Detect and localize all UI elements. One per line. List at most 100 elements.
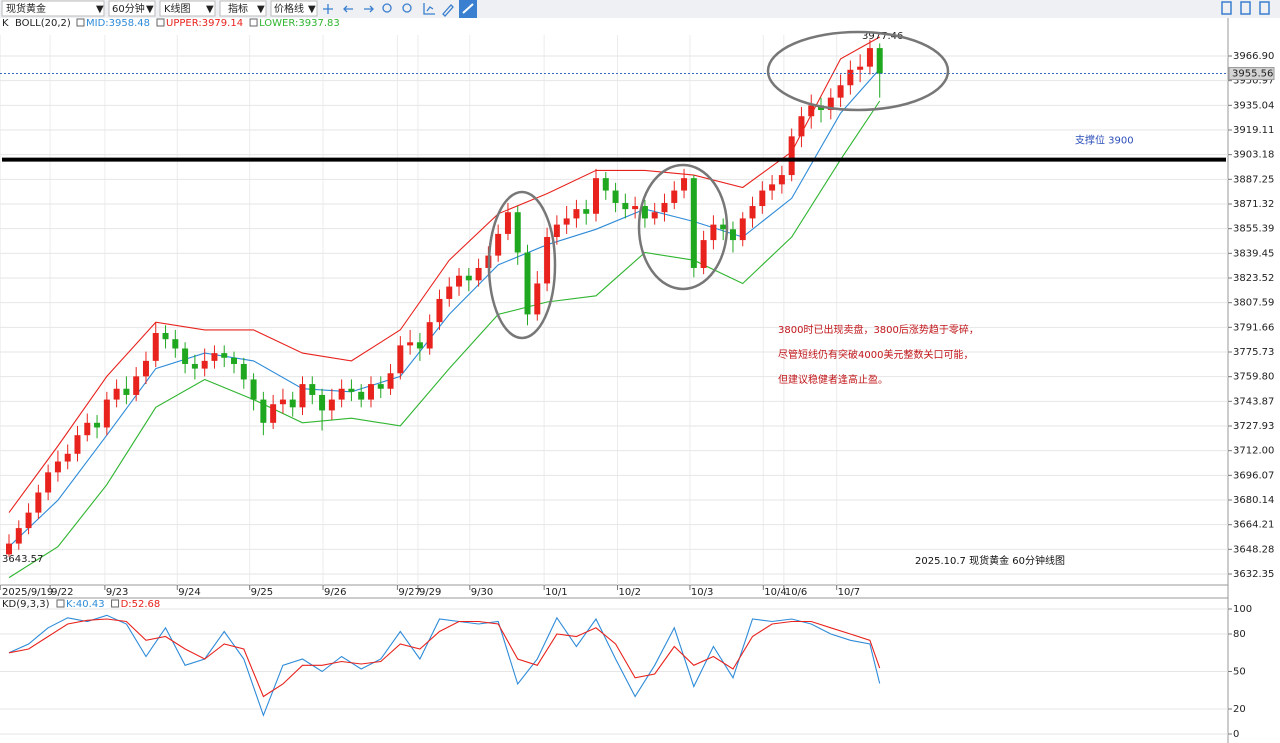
candle-body xyxy=(847,69,854,86)
chart-button[interactable] xyxy=(423,3,435,15)
candle-body xyxy=(514,212,521,253)
y-tick-label: 3712.00 xyxy=(1233,446,1274,457)
candle-body xyxy=(25,512,32,529)
y-tick-label: 3632.35 xyxy=(1233,569,1274,580)
x-tick-label: 9/29 xyxy=(419,587,441,598)
candle-body xyxy=(270,404,277,423)
candle-body xyxy=(456,275,463,287)
x-tick-label: 9/22 xyxy=(51,587,73,598)
left-button[interactable] xyxy=(343,5,353,13)
candle-body xyxy=(651,212,658,219)
candle-body xyxy=(367,384,374,400)
dropdown-arrow: ▼ xyxy=(308,4,316,15)
x-tick-label: 9/25 xyxy=(251,587,273,598)
candle-body xyxy=(436,298,443,323)
candle-body xyxy=(221,353,228,358)
candle-body xyxy=(876,48,883,74)
candle-body xyxy=(426,322,433,349)
zoom-in-button[interactable] xyxy=(382,3,392,13)
candle-body xyxy=(690,178,697,268)
period-text: 60分钟 xyxy=(112,2,145,15)
y-tick-label: 20 xyxy=(1233,704,1246,715)
candle-body xyxy=(661,202,668,213)
draw-button[interactable] xyxy=(442,4,454,17)
candle-body xyxy=(563,218,570,225)
indicator-select[interactable] xyxy=(219,0,267,17)
chart-type-text: K线图 xyxy=(164,2,191,15)
indicator-line xyxy=(8,36,880,513)
dropdown-arrow: ▼ xyxy=(257,4,265,15)
legend-entry: UPPER:3979.14 xyxy=(166,18,243,29)
candle-body xyxy=(172,339,179,349)
candle-body xyxy=(583,209,590,214)
y-tick-label: 3775.73 xyxy=(1233,347,1274,358)
candle-body xyxy=(35,492,42,513)
candle-body xyxy=(739,218,746,241)
chart-type-select[interactable] xyxy=(159,0,216,17)
legend-checkbox xyxy=(56,599,65,608)
candle-body xyxy=(358,391,365,400)
zoom-out-button[interactable] xyxy=(402,3,412,13)
y-tick-label: 3648.28 xyxy=(1233,544,1274,555)
candle-body xyxy=(103,399,110,428)
candle-body xyxy=(348,388,355,392)
high-label: 3977.46 xyxy=(862,31,903,42)
layout-button[interactable] xyxy=(1221,1,1232,15)
candle-body xyxy=(309,384,316,395)
right-button[interactable] xyxy=(364,5,374,13)
layout-button[interactable] xyxy=(1259,1,1270,15)
indicator-line xyxy=(8,618,881,698)
price-line-select[interactable] xyxy=(270,0,318,17)
candle-body xyxy=(632,206,639,210)
x-tick-label: 2025/9/19 xyxy=(2,587,53,598)
candle-body xyxy=(279,399,286,405)
x-tick-label: 9/26 xyxy=(324,587,346,598)
legend-entry: LOWER:3937.83 xyxy=(259,18,340,29)
x-tick-label: 10/1 xyxy=(545,587,567,598)
indicator-text: 指标 xyxy=(228,2,248,15)
highlight-ellipse xyxy=(487,190,557,340)
candle-body xyxy=(387,373,394,389)
y-tick-label: 3727.93 xyxy=(1233,421,1274,432)
candle-body xyxy=(250,379,257,400)
candle-body xyxy=(201,360,208,369)
candle-body xyxy=(84,422,91,436)
indicator-line xyxy=(8,100,881,579)
candle-body xyxy=(710,224,717,241)
candle-body xyxy=(133,376,140,395)
y-tick-label: 3966.90 xyxy=(1233,51,1274,62)
candle-body xyxy=(299,384,306,408)
candle-body xyxy=(45,472,52,493)
symbol-select[interactable] xyxy=(1,0,105,17)
period-select[interactable] xyxy=(108,0,156,17)
candle-body xyxy=(211,353,218,361)
crosshair-button[interactable] xyxy=(323,4,333,14)
legend-indicator: KD(9,3,3) xyxy=(2,599,50,610)
candle-body xyxy=(54,461,61,473)
y-tick-label: 3950.97 xyxy=(1233,76,1274,87)
candle-body xyxy=(681,178,688,191)
y-tick-label: 3807.59 xyxy=(1233,298,1274,309)
candle-body xyxy=(524,252,531,315)
candle-body xyxy=(475,267,482,281)
plot-layer: 3966.90 3950.97 3935.04 3919.11 3903.18 3887.… xyxy=(0,18,1275,740)
legend-checkbox xyxy=(111,599,120,608)
y-tick-label: 3887.25 xyxy=(1233,174,1274,185)
toolbar xyxy=(0,0,1280,18)
candle-body xyxy=(778,175,785,185)
candle-body xyxy=(641,206,648,219)
layout-button[interactable] xyxy=(1240,1,1251,15)
legend-checkbox xyxy=(249,18,258,27)
candle-body xyxy=(319,394,326,411)
y-tick-label: 3696.07 xyxy=(1233,470,1274,481)
candle-body xyxy=(612,190,619,203)
y-tick-label: 3759.80 xyxy=(1233,372,1274,383)
candle-body xyxy=(553,224,560,238)
y-tick-label: 3839.45 xyxy=(1233,248,1274,259)
candle-body xyxy=(416,342,423,349)
legend-prefix: K xyxy=(2,18,9,29)
y-tick-label: 100 xyxy=(1233,604,1252,615)
x-tick-label: 10/3 xyxy=(691,587,713,598)
